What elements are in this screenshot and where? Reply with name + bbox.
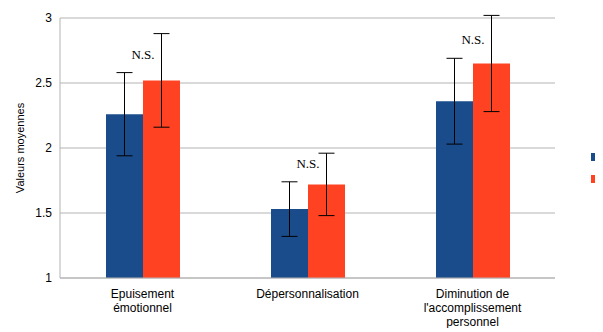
svg-text:2.5: 2.5: [35, 76, 52, 90]
svg-text:1.5: 1.5: [35, 206, 52, 220]
svg-text:3: 3: [45, 11, 52, 25]
svg-text:2: 2: [45, 141, 52, 155]
svg-text:Valeurs moyennes: Valeurs moyennes: [14, 102, 26, 193]
svg-text:Dépersonnalisation: Dépersonnalisation: [256, 287, 359, 301]
svg-text:Epuisementémotionnel: Epuisementémotionnel: [111, 287, 175, 315]
svg-text:N.S.: N.S.: [296, 156, 319, 171]
svg-text:1: 1: [45, 271, 52, 285]
svg-text:N.S.: N.S.: [131, 47, 154, 62]
svg-text:Diminution del'accomplissement: Diminution del'accomplissementpersonnel: [424, 287, 522, 328]
svg-text:N.S.: N.S.: [461, 32, 484, 47]
